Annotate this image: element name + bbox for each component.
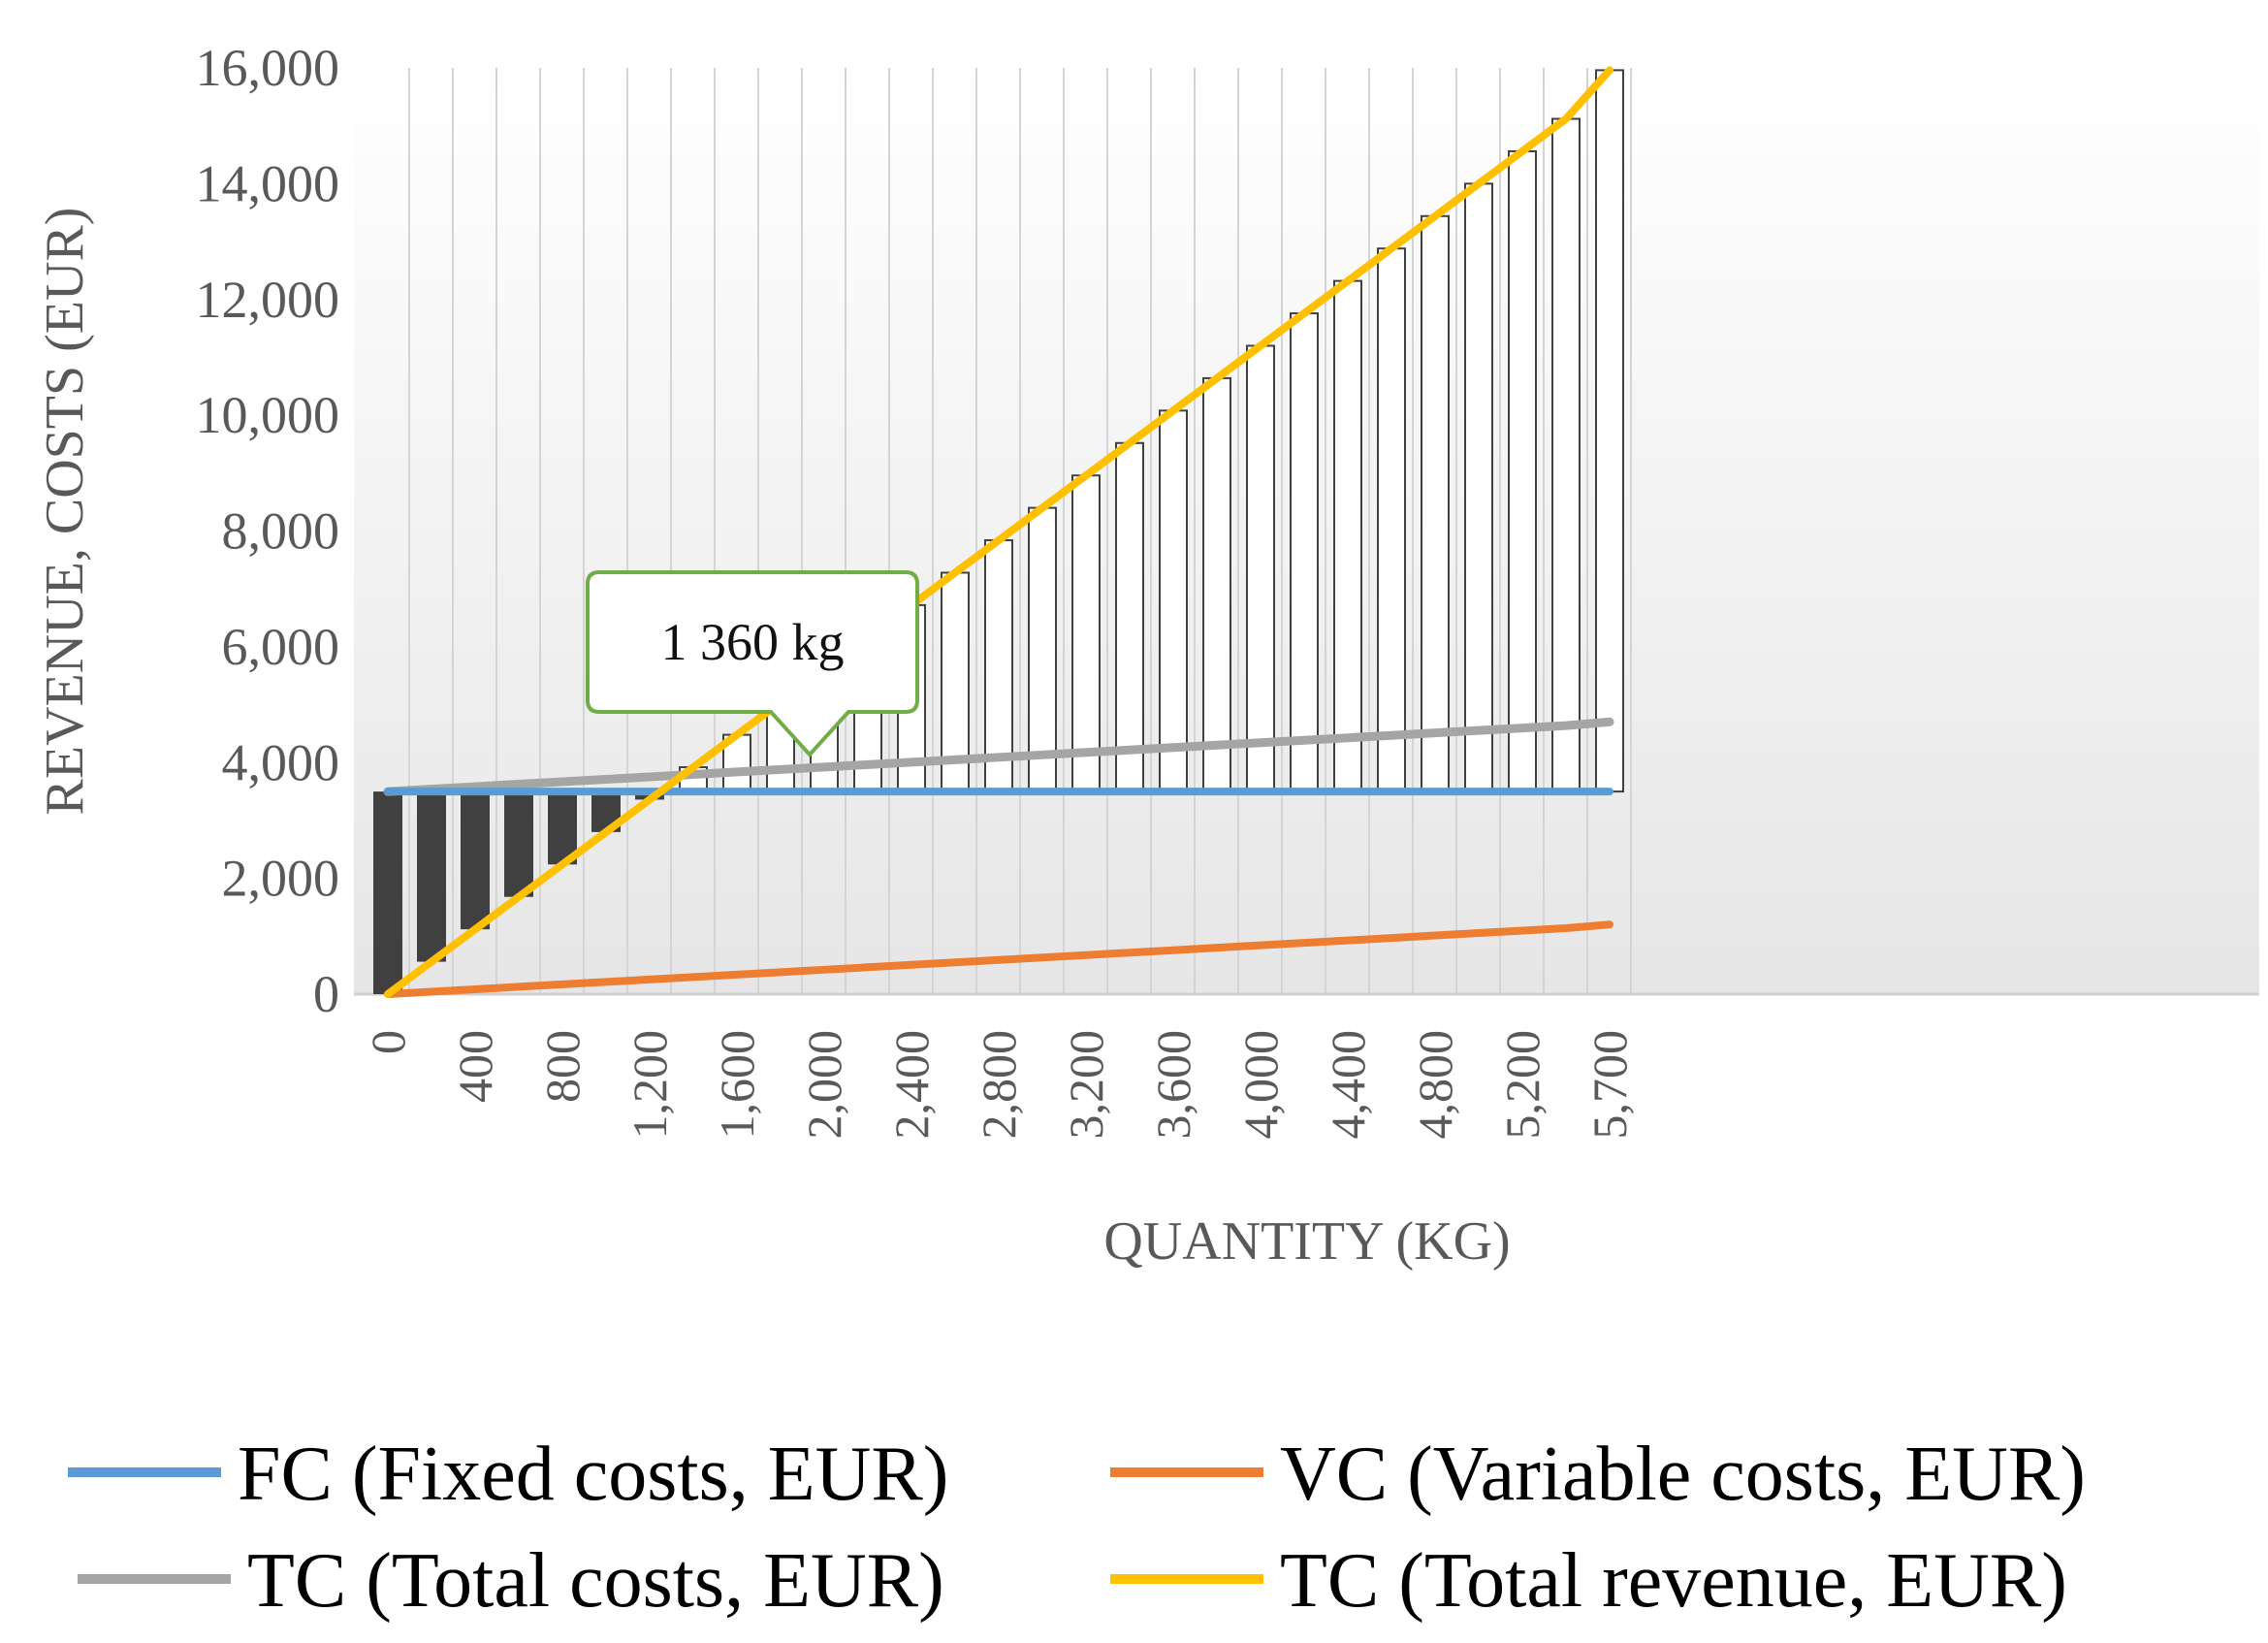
x-tick-label: 1,200 (623, 1030, 677, 1140)
profit-loss-bar (504, 791, 533, 897)
x-tick-label: 5,700 (1582, 1030, 1637, 1140)
x-tick-label: 1,600 (710, 1030, 764, 1140)
x-axis-ticks: 0 400 800 1,200 1,600 2,000 2,400 2,800 3,200 3,6… (361, 1030, 1637, 1140)
x-tick-label: 2,400 (884, 1030, 939, 1140)
y-axis-title: REVENUE, COSTS (EUR) (35, 208, 95, 816)
x-tick-label: 3,200 (1059, 1030, 1113, 1140)
profit-loss-bar (984, 539, 1013, 793)
x-axis-title: QUANTITY (KG) (1103, 1211, 1510, 1272)
x-tick-label: 4,000 (1233, 1030, 1288, 1140)
y-tick-label: 2,000 (222, 850, 340, 908)
profit-loss-bar (1246, 344, 1275, 793)
profit-loss-bar (461, 791, 490, 930)
legend-label: FC (Fixed costs, EUR) (238, 1432, 948, 1517)
y-tick-label: 10,000 (196, 386, 340, 444)
series-line (384, 66, 1613, 998)
profit-loss-bar (417, 791, 446, 962)
legend: FC (Fixed costs, EUR) VC (Variable costs,… (68, 1432, 2086, 1624)
x-tick-label: 4,400 (1321, 1030, 1375, 1140)
y-tick-label: 14,000 (196, 154, 340, 212)
legend-label: VC (Variable costs, EUR) (1280, 1432, 2086, 1517)
profit-loss-bar (1028, 506, 1057, 793)
profit-loss-bar (1464, 182, 1493, 793)
profit-loss-bar (1071, 474, 1101, 793)
profit-loss-bar (1115, 441, 1144, 793)
profit-loss-bar (548, 791, 577, 865)
x-tick-label: 0 (361, 1030, 415, 1054)
x-tick-label: 2,800 (972, 1030, 1026, 1140)
y-tick-label: 8,000 (222, 502, 340, 561)
series-line (383, 717, 1614, 796)
series-line (384, 920, 1613, 998)
legend-label: TC (Total revenue, EUR) (1280, 1538, 2067, 1624)
profit-loss-bar (1159, 409, 1188, 793)
callout-label: 1 360 kg (661, 613, 845, 671)
x-tick-label: 5,200 (1495, 1030, 1549, 1140)
x-tick-label: 800 (535, 1030, 590, 1103)
profit-loss-bar (373, 791, 402, 994)
break-even-callout: 1 360 kg (586, 570, 919, 757)
x-tick-label: 2,000 (797, 1030, 851, 1140)
y-tick-label: 16,000 (196, 39, 340, 97)
profit-loss-bar (1202, 376, 1231, 793)
y-tick-label: 6,000 (222, 618, 340, 676)
profit-loss-bar (1551, 117, 1581, 793)
vertical-gridlines (408, 68, 1632, 994)
profit-loss-bar (1333, 279, 1362, 793)
profit-loss-bar (1377, 247, 1406, 793)
profit-loss-bar (1421, 214, 1450, 793)
legend-label: TC (Total costs, EUR) (247, 1538, 944, 1624)
y-tick-label: 4,000 (222, 733, 340, 791)
y-axis-ticks: 0 2,000 4,000 6,000 8,000 10,000 12,000 14,000 1… (196, 39, 340, 1023)
x-tick-label: 4,800 (1408, 1030, 1462, 1140)
profit-loss-bar (1290, 312, 1319, 793)
series-lines (383, 66, 1614, 998)
y-tick-label: 12,000 (196, 271, 340, 329)
y-tick-label: 0 (313, 965, 339, 1023)
profit-loss-bar (1595, 69, 1624, 793)
callout-box (586, 570, 919, 757)
x-tick-label: 3,600 (1146, 1030, 1200, 1140)
x-tick-label: 400 (448, 1030, 502, 1103)
profit-loss-bar (1508, 149, 1537, 793)
